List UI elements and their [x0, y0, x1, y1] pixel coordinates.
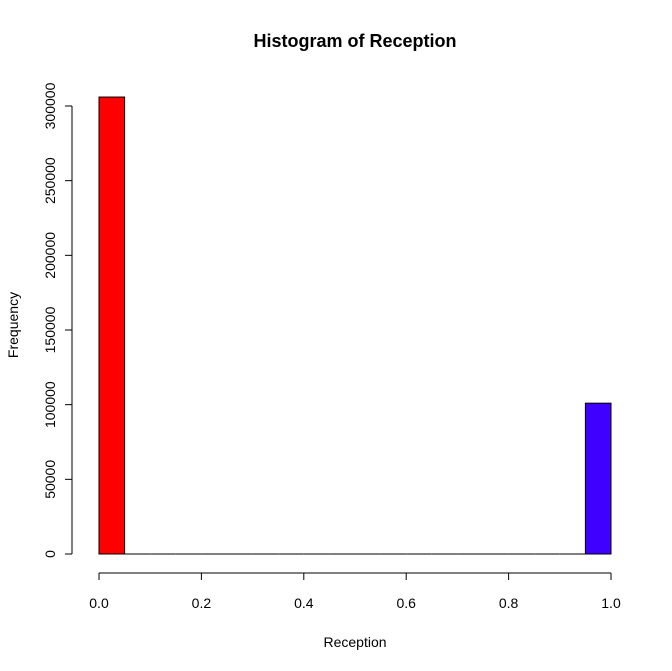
x-tick-label-3: 0.6	[396, 595, 416, 611]
y-tick-label-3: 150000	[42, 306, 58, 353]
x-tick-label-5: 1.0	[601, 595, 621, 611]
histogram-bar-0	[98, 96, 126, 555]
x-tick-label-4: 0.8	[499, 595, 519, 611]
x-tick-label-0: 0.0	[89, 595, 109, 611]
bars-group	[98, 96, 612, 555]
x-tick-label-2: 0.4	[294, 595, 314, 611]
histogram-bar-19	[584, 402, 612, 555]
y-tick-label-4: 200000	[42, 232, 58, 279]
y-tick-label-1: 50000	[42, 460, 58, 499]
x-axis: 0.0 0.2 0.4 0.6 0.8 1.0	[89, 572, 621, 611]
y-axis: 0 50000 100000 150000 200000 250000 300000	[42, 82, 73, 558]
y-tick-label-5: 250000	[42, 157, 58, 204]
x-tick-label-1: 0.2	[192, 595, 212, 611]
x-axis-label: Reception	[323, 634, 386, 650]
y-tick-label-2: 100000	[42, 381, 58, 428]
y-tick-label-6: 300000	[42, 82, 58, 129]
chart-title: Histogram of Reception	[253, 31, 456, 51]
y-axis-label: Frequency	[5, 292, 21, 358]
y-tick-label-0: 0	[42, 550, 58, 558]
